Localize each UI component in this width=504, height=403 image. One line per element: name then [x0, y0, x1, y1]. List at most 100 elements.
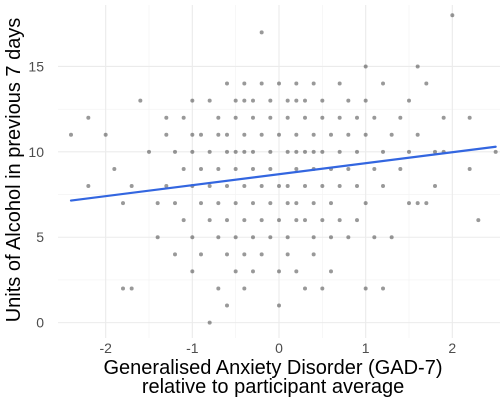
data-point [277, 269, 281, 274]
data-point [190, 98, 195, 103]
data-point [259, 218, 264, 223]
data-point [372, 235, 377, 240]
data-point [355, 184, 359, 189]
data-point [303, 286, 307, 291]
data-point [268, 149, 273, 154]
data-point [285, 115, 290, 120]
data-point [303, 218, 307, 223]
data-point [233, 235, 238, 240]
data-point [329, 201, 333, 206]
data-point [277, 303, 281, 308]
data-point [441, 115, 446, 120]
data-point [216, 235, 221, 240]
data-point [242, 81, 247, 86]
data-point [216, 201, 221, 206]
data-point [233, 115, 238, 120]
data-point [190, 235, 195, 240]
x-axis-title-line-1: Generalised Anxiety Disorder (GAD-7) [103, 357, 442, 379]
x-tick-label: 2 [448, 340, 456, 356]
data-point [398, 115, 403, 120]
data-point [329, 235, 333, 240]
data-point [294, 132, 299, 137]
data-point [233, 201, 238, 206]
data-point [311, 132, 316, 137]
data-point [285, 252, 290, 257]
data-point [225, 132, 229, 137]
data-point [320, 218, 325, 223]
data-point [251, 166, 255, 171]
data-point [363, 201, 368, 206]
data-points [69, 13, 498, 325]
data-point [225, 81, 229, 86]
data-point [216, 115, 221, 120]
data-point [381, 286, 385, 291]
data-point [190, 132, 195, 137]
data-point [259, 30, 264, 35]
data-point [285, 184, 290, 189]
data-point [303, 149, 307, 154]
data-point [415, 64, 420, 69]
data-point [121, 286, 125, 291]
data-point [303, 98, 307, 103]
data-point [294, 81, 299, 86]
data-point [225, 184, 229, 189]
data-point [164, 115, 169, 120]
data-point [190, 269, 195, 274]
data-point [121, 201, 125, 206]
data-point [424, 81, 429, 86]
data-point [225, 303, 229, 308]
data-point [363, 132, 368, 137]
data-point [355, 115, 359, 120]
data-point [398, 166, 403, 171]
data-point [337, 184, 342, 189]
data-point [407, 149, 411, 154]
data-point [233, 149, 238, 154]
data-point [259, 132, 264, 137]
data-point [155, 201, 160, 206]
data-point [259, 184, 264, 189]
data-point [346, 132, 351, 137]
data-point [320, 115, 325, 120]
data-point [285, 98, 290, 103]
data-point [225, 218, 229, 223]
data-point [337, 218, 342, 223]
data-point [311, 149, 316, 154]
data-point [467, 115, 472, 120]
data-point [181, 166, 186, 171]
data-point [129, 286, 134, 291]
data-point [268, 235, 273, 240]
data-point [173, 201, 177, 206]
data-point [355, 149, 359, 154]
data-point [407, 201, 411, 206]
data-point [251, 98, 255, 103]
data-point [242, 149, 247, 154]
data-point [259, 81, 264, 86]
data-point [493, 149, 498, 154]
data-point [363, 98, 368, 103]
data-point [294, 201, 299, 206]
data-point [147, 149, 151, 154]
data-point [242, 252, 247, 257]
data-point [207, 218, 212, 223]
data-point [346, 235, 351, 240]
data-point [103, 132, 108, 137]
data-point [112, 166, 117, 171]
data-point [251, 149, 255, 154]
data-point [233, 166, 238, 171]
data-point [216, 286, 221, 291]
data-point [294, 269, 299, 274]
data-point [155, 235, 160, 240]
data-point [363, 286, 368, 291]
x-tick-label: 0 [275, 340, 283, 356]
data-point [320, 286, 325, 291]
data-point [242, 218, 247, 223]
data-point [311, 81, 316, 86]
data-point [190, 149, 195, 154]
data-point [424, 201, 429, 206]
data-point [225, 149, 229, 154]
data-point [233, 269, 238, 274]
data-point [69, 132, 73, 137]
y-tick-label: 10 [28, 144, 44, 160]
data-point [294, 166, 299, 171]
data-point [329, 269, 333, 274]
